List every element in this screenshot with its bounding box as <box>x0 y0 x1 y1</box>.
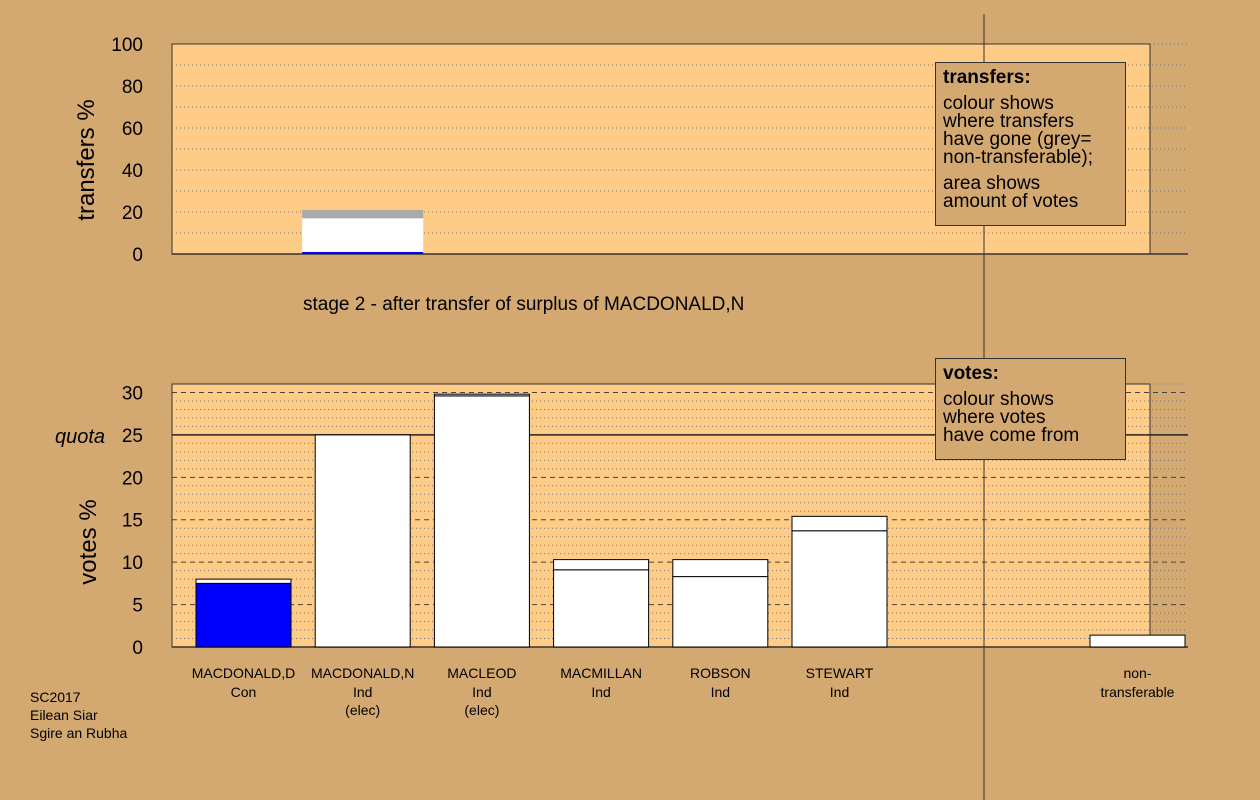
votes-y-tick-label: 15 <box>122 511 143 532</box>
vote-bar-transfer <box>195 578 292 584</box>
votes-y-tick-label: 0 <box>132 638 143 659</box>
nontransferable-label: transferable <box>1100 684 1175 700</box>
transfers-legend-line: area shows <box>943 173 1041 194</box>
vote-bar-transfer <box>553 559 650 571</box>
transfers-legend-line: non-transferable); <box>943 147 1093 168</box>
vote-bar-base <box>433 395 530 648</box>
transfers-bar-segment <box>302 218 424 252</box>
candidate-party-label: Ind <box>829 684 850 700</box>
nontransferable-label: non- <box>1123 665 1152 681</box>
nontransferable-bar <box>1089 634 1186 648</box>
transfers-legend-line: colour shows <box>943 93 1054 114</box>
votes-y-tick-label: 30 <box>122 383 143 404</box>
vote-bar-transfer <box>433 393 530 397</box>
candidate-name-label: ROBSON <box>689 665 751 681</box>
transfers-y-axis-title: transfers % <box>73 99 100 221</box>
candidate-name-label: MACDONALD,D <box>191 665 296 681</box>
votes-legend-line: where votes <box>943 407 1046 428</box>
vote-bar-base <box>553 569 650 648</box>
candidate-party-label: Ind <box>352 684 373 700</box>
candidate-party-label: Ind <box>591 684 611 700</box>
footer-election: SC2017 <box>30 689 81 705</box>
votes-legend-title: votes: <box>943 363 999 384</box>
candidate-name-label: MACMILLAN <box>560 665 642 681</box>
transfers-legend: transfers: colour shows where transfers … <box>935 62 1126 226</box>
candidate-name-label: STEWART <box>805 665 874 681</box>
candidate-name-label: MACDONALD,N <box>310 665 415 681</box>
votes-legend-line: colour shows <box>943 389 1054 410</box>
transfers-y-tick-label: 40 <box>122 161 143 182</box>
vote-bar-base <box>672 576 769 648</box>
votes-legend: votes: colour shows where votes have com… <box>935 358 1126 460</box>
transfers-legend-title: transfers: <box>943 67 1031 88</box>
vote-bar-base <box>195 582 292 648</box>
footer: SC2017 Eilean Siar Sgire an Rubha <box>30 688 127 742</box>
vote-bar-base <box>791 530 888 648</box>
candidate-name-label: MACLEOD <box>447 665 517 681</box>
votes-y-tick-label: 10 <box>122 553 143 574</box>
vote-bar-transfer <box>791 515 888 532</box>
candidate-status-label: (elec) <box>345 702 381 718</box>
votes-y-axis-title: votes % <box>75 499 102 585</box>
vote-bar-base <box>314 434 411 648</box>
vote-bar-transfer <box>672 559 769 578</box>
transfers-y-tick-label: 20 <box>122 203 143 224</box>
transfers-legend-line: have gone (grey= <box>943 129 1092 150</box>
transfers-bar-segment <box>302 251 424 254</box>
candidate-party-label: Ind <box>710 684 731 700</box>
votes-y-tick-label: 5 <box>132 596 143 617</box>
footer-council: Eilean Siar <box>30 707 98 723</box>
footer-ward: Sgire an Rubha <box>30 725 128 741</box>
quota-label: quota <box>55 426 106 448</box>
transfers-bar-segment <box>302 209 424 219</box>
transfers-legend-line: where transfers <box>943 111 1074 132</box>
candidate-status-label: (elec) <box>464 702 500 718</box>
stage-caption: stage 2 - after transfer of surplus of M… <box>303 294 745 315</box>
transfers-y-tick-label: 100 <box>111 35 143 56</box>
transfers-y-tick-label: 60 <box>122 119 143 140</box>
transfers-legend-line: amount of votes <box>943 191 1079 212</box>
candidate-party-label: Con <box>230 684 257 700</box>
votes-legend-line: have come from <box>943 425 1080 446</box>
transfers-y-tick-label: 80 <box>122 77 143 98</box>
votes-y-tick-label: 20 <box>122 468 143 489</box>
votes-y-tick-label: 25 <box>122 426 143 447</box>
transfers-y-tick-label: 0 <box>132 245 143 266</box>
candidate-party-label: Ind <box>472 684 492 700</box>
